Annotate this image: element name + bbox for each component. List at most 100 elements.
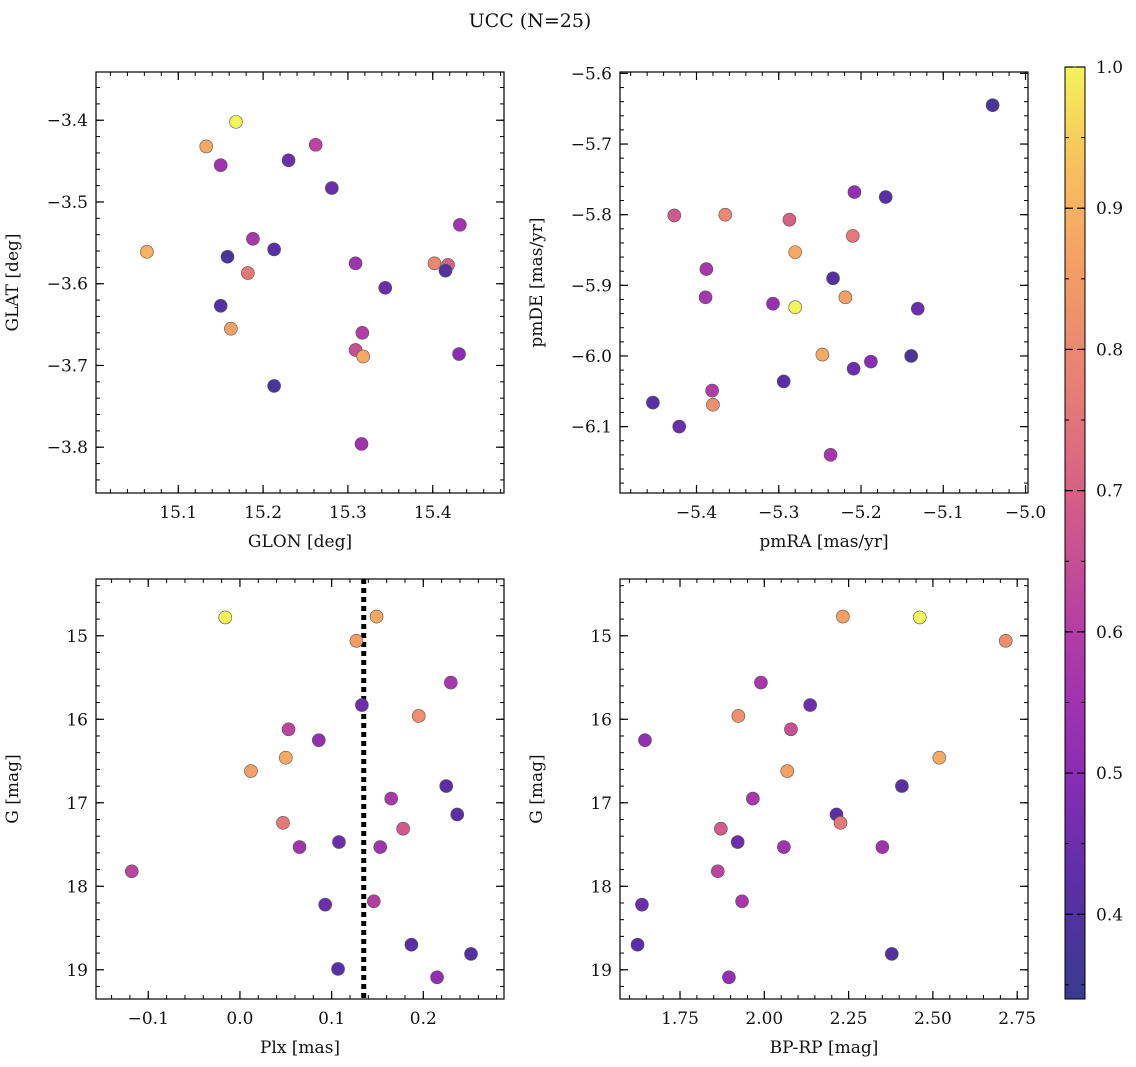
glon-glat-x-tick-label: 15.2 [244, 503, 282, 523]
colorbar-tick-label: 0.7 [1096, 482, 1123, 502]
plx-g-data-point [373, 840, 388, 854]
plx-g-data-point [369, 609, 384, 624]
colorbar-tick-label: 0.6 [1096, 623, 1123, 643]
plx-g-data-point [276, 816, 290, 830]
color-magnitude-data-point [932, 750, 947, 765]
glon-glat-data-point [267, 242, 281, 257]
pmra-pmde-data-point [838, 290, 853, 305]
color-magnitude-x-tick-label: 2.75 [998, 1009, 1036, 1029]
plx-g-data-point [281, 722, 296, 737]
glon-glat-y-tick-label: −3.7 [47, 356, 88, 376]
colorbar-tick-label: 0.5 [1096, 764, 1123, 784]
glon-glat-data-point [140, 245, 154, 259]
pmra-pmde-data-point [672, 419, 687, 434]
pmra-pmde-data-point [846, 361, 861, 376]
pmra-pmde-data-point [910, 301, 925, 316]
color-magnitude-data-point [833, 816, 848, 830]
glon-glat-data-point [452, 347, 466, 361]
glon-glat-data-point [355, 325, 370, 340]
glon-glat-data-point [199, 139, 214, 154]
plx-g-data-point [332, 835, 346, 849]
color-magnitude-data-point [630, 937, 645, 952]
plx-g-y-tick-label: 17 [66, 794, 88, 814]
glon-glat-x-tick-label: 15.4 [414, 503, 452, 523]
plx-g-data-point [450, 807, 465, 822]
colorbar-tick-label: 1.0 [1096, 58, 1123, 78]
figure-title: UCC (N=25) [469, 10, 592, 32]
pmra-pmde-data-point [864, 354, 878, 369]
plx-g-data-point [384, 791, 399, 806]
plx-g-data-point [439, 779, 454, 793]
glon-glat-y-tick-label: −3.8 [47, 438, 88, 458]
color-magnitude-data-point [710, 864, 725, 879]
color-magnitude-y-tick-label: 15 [590, 627, 612, 647]
pmra-pmde-data-point [845, 229, 860, 243]
pmra-pmde-y-tick-label: −5.9 [571, 276, 612, 296]
pmra-pmde-data-point [718, 207, 733, 222]
glon-glat-data-point [354, 437, 369, 451]
glon-glat-data-point [213, 298, 228, 313]
pmra-pmde-data-point [766, 296, 780, 311]
plx-g-data-point [430, 970, 444, 985]
color-magnitude-data-point [635, 897, 649, 912]
pmra-pmde-data-point [878, 190, 893, 204]
color-magnitude-data-point [746, 791, 760, 806]
plx-g-data-point [396, 821, 410, 836]
pmra-pmde-data-point [646, 395, 660, 410]
pmra-pmde-y-tick-label: −5.7 [571, 135, 612, 155]
pmra-pmde-data-point [904, 349, 918, 363]
plx-g-data-point [367, 894, 381, 909]
pmra-pmde-data-point [788, 300, 803, 315]
pmra-pmde-y-tick-label: −5.8 [571, 206, 612, 226]
glon-glat-y-axis-label: GLAT [deg] [3, 233, 23, 331]
pmra-pmde-data-point [847, 185, 862, 199]
plx-g-y-tick-label: 16 [66, 710, 88, 730]
color-magnitude-data-point [731, 709, 746, 723]
pmra-pmde-data-point [815, 347, 830, 362]
color-magnitude-data-point [714, 821, 728, 836]
colorbar-tick-label: 0.4 [1096, 905, 1123, 925]
glon-glat-y-tick-label: −3.4 [47, 111, 88, 131]
pmra-pmde-panel: −5.4 −5.3 −5.2 −5.1 −5.0 −6.1 −6.0 −5.9 −5.8 −5.7… [527, 64, 1046, 552]
color-magnitude-axes-frame [619, 578, 1029, 1000]
plx-g-data-point [244, 764, 258, 778]
glon-glat-data-point [229, 115, 243, 129]
plx-g-axes-frame [95, 578, 505, 1000]
plx-g-x-tick-label: 0.1 [318, 1009, 345, 1029]
glon-glat-data-point [348, 256, 363, 271]
glon-glat-x-tick-label: 15.3 [329, 503, 367, 523]
plx-g-x-tick-label: −0.1 [128, 1009, 169, 1029]
glon-glat-data-point [213, 158, 228, 172]
color-magnitude-data-point [998, 633, 1013, 648]
glon-glat-data-point [427, 256, 442, 271]
pmra-pmde-x-tick-label: −5.4 [676, 503, 717, 523]
color-magnitude-data-point [735, 894, 749, 909]
color-magnitude-data-point [912, 610, 927, 625]
colorbar-tick-label: 0.9 [1096, 199, 1123, 219]
plx-g-data-point [331, 962, 345, 976]
pmra-pmde-x-axis-label: pmRA [mas/yr] [759, 532, 888, 552]
pmra-pmde-data-point [788, 245, 803, 259]
glon-glat-data-point [438, 263, 453, 278]
plx-g-data-point [355, 698, 369, 712]
plx-g-data-point [404, 937, 419, 952]
color-magnitude-y-tick-label: 17 [590, 794, 612, 814]
color-magnitude-data-point [754, 675, 768, 690]
plx-g-y-tick-label: 15 [66, 627, 88, 647]
pmra-pmde-x-tick-label: −5.0 [1005, 503, 1046, 523]
colorbar-gradient [1064, 66, 1086, 1000]
color-magnitude-data-point [803, 698, 817, 712]
glon-glat-data-point [220, 249, 235, 264]
pmra-pmde-data-point [826, 271, 840, 286]
glon-glat-data-point [453, 218, 467, 232]
pmra-pmde-data-point [699, 262, 714, 276]
glon-glat-x-tick-label: 15.1 [159, 503, 197, 523]
glon-glat-panel: 15.1 15.2 15.3 15.4 −3.8 −3.7 −3.6 −3.5 −3.4 GLON… [3, 71, 505, 552]
color-magnitude-data-point [777, 840, 791, 854]
pmra-pmde-y-axis-label: pmDE [mas/yr] [527, 217, 547, 347]
plx-g-x-tick-label: 0.2 [410, 1009, 437, 1029]
glon-glat-data-point [325, 181, 339, 195]
pmra-pmde-x-tick-label: −5.1 [923, 503, 964, 523]
pmra-pmde-y-tick-label: −6.0 [571, 347, 612, 367]
plx-g-data-point [444, 675, 458, 690]
